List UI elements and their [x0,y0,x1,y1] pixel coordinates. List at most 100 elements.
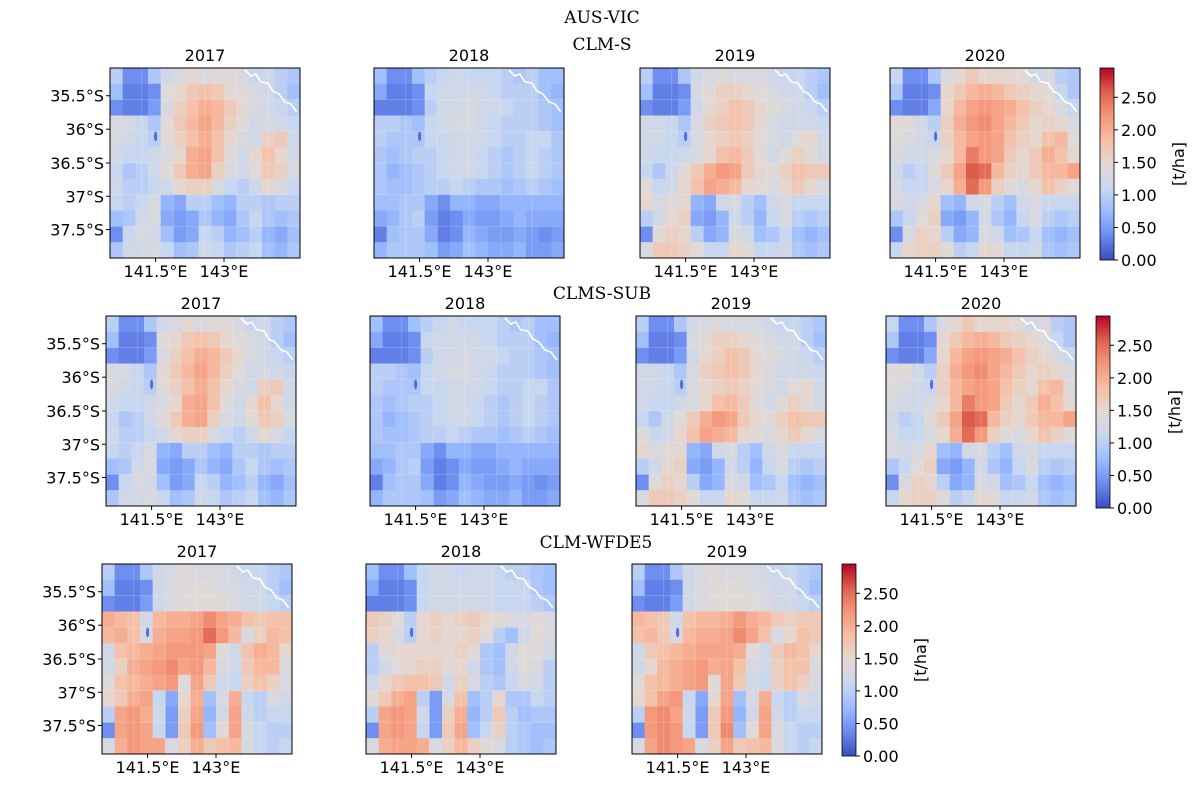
grid-cell [211,83,225,101]
grid-cell [788,426,802,444]
grid-cell [534,331,548,349]
grid-cell [911,458,925,475]
grid-cell [915,242,929,259]
grid-cell [412,194,426,211]
grid-cell [530,627,544,644]
grid-cell [547,379,561,396]
colorbar-tick-label: 1.00 [1121,186,1157,205]
grid-cell [220,458,234,475]
grid-cell [471,426,485,444]
grid-cell [454,627,468,644]
grid-cell [254,690,268,707]
grid-cell [505,659,519,676]
grid-cell [1038,395,1052,412]
grid-cell [949,442,963,459]
grid-cell [1025,442,1039,459]
grid-cell [644,595,658,612]
grid-cell [404,659,418,676]
grid-cell [1025,426,1039,444]
grid-cell [140,595,154,612]
grid-cell [953,210,967,227]
grid-cell [480,690,494,707]
grid-cell [416,738,430,755]
grid-cell [106,411,120,428]
grid-cell [366,674,380,692]
grid-cell [898,331,912,349]
colorbar-label: [t/ha] [911,638,930,682]
grid-cell [784,706,798,723]
grid-cell [144,474,158,491]
grid-cell [420,316,434,333]
grid-cell [391,564,405,581]
grid-cell [399,99,413,116]
grid-cell [902,99,916,116]
grid-cell [1042,242,1056,259]
colorbar-tick-label: 0.00 [863,747,899,766]
grid-cell [446,426,460,444]
grid-cell [366,706,380,723]
grid-cell [198,210,212,227]
grid-cell [648,426,662,444]
grid-cell [102,738,116,755]
grid-cell [140,738,154,755]
grid-cell [1042,194,1056,211]
grid-cell [378,690,392,707]
grid-cell [270,395,284,412]
grid-cell [458,458,472,475]
grid-cell [484,411,498,428]
grid-cell [500,99,514,116]
grid-cell [716,83,730,101]
grid-cell [224,115,238,132]
grid-cell [978,147,992,164]
grid-cell [953,242,967,259]
grid-cell [978,163,992,180]
grid-cell [720,690,734,707]
grid-cell [254,595,268,612]
grid-cell [804,99,818,116]
grid-cell [538,163,552,180]
grid-cell [800,490,814,507]
grid-cell [475,83,489,101]
grid-cell [661,474,675,491]
grid-cell [547,474,561,491]
grid-cell [382,347,396,364]
grid-cell [543,674,557,692]
grid-cell [194,331,208,349]
boundary-line [240,317,294,361]
grid-cell [526,68,540,85]
grid-cell [480,564,494,581]
lat-tick-label: 35.5°S [50,87,104,106]
grid-cell [936,331,950,349]
grid-cell [737,316,751,333]
grid-cell [374,147,388,164]
grid-cell [228,595,242,612]
grid-cell [270,474,284,491]
grid-cell [733,627,747,644]
grid-cell [800,411,814,428]
grid-cell [530,722,544,739]
grid-cell [771,706,785,723]
grid-cell [779,194,793,211]
grid-cell [784,627,798,644]
grid-cell [475,115,489,132]
grid-cell [254,659,268,676]
grid-cell [940,115,954,132]
grid-cell [374,99,388,116]
grid-cell [492,627,506,644]
grid-cell [169,458,183,475]
grid-cell [462,147,476,164]
grid-cell [674,490,688,507]
grid-cell [203,643,217,660]
grid-cell [1054,178,1068,196]
grid-cell [424,210,438,227]
grid-cell [266,611,280,628]
grid-cell [249,131,263,148]
grid-cell [408,442,422,459]
grid-cell [194,316,208,333]
grid-cell [636,316,650,333]
grid-cell [178,627,192,644]
grid-cell [762,379,776,396]
grid-cell [416,579,430,597]
grid-cell [241,706,255,723]
grid-cell [140,690,154,707]
